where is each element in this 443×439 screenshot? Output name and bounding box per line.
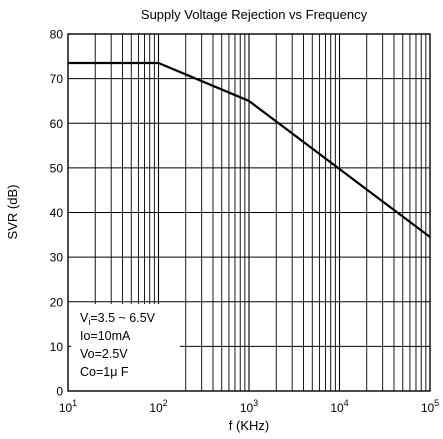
condition-main: Io=10mA — [80, 329, 131, 343]
series-line-0 — [68, 61, 431, 238]
condition-line: Vo=2.5V — [80, 347, 128, 361]
condition-line: Co=1μ F — [80, 365, 129, 379]
x-tick-label: 102 — [149, 398, 167, 415]
x-tick-exponent: 5 — [434, 398, 439, 408]
y-tick-label: 40 — [50, 206, 64, 220]
x-tick-base: 10 — [149, 401, 163, 415]
condition-subscript: i — [88, 317, 90, 327]
y-tick-label: 10 — [50, 340, 64, 354]
x-tick-label: 103 — [240, 398, 258, 415]
plot-frame — [67, 33, 431, 392]
x-tick-exponent: 1 — [72, 398, 77, 408]
condition-main: Vo=2.5V — [80, 347, 128, 361]
x-tick-labels: 101 102 103 104 105 — [59, 398, 439, 415]
condition-rest: =3.5 ~ 6.5V — [90, 311, 155, 325]
x-tick-base: 10 — [59, 401, 73, 415]
conditions-box — [71, 304, 180, 391]
condition-main: Co=1μ F — [80, 365, 129, 379]
y-tick-label: 30 — [50, 251, 64, 265]
y-axis-label: SVR (dB) — [5, 185, 20, 240]
x-tick-base: 10 — [330, 401, 344, 415]
y-tick-label: 70 — [50, 72, 64, 86]
x-tick-label: 101 — [59, 398, 77, 415]
x-axis-label: f (KHz) — [229, 418, 269, 433]
x-tick-base: 10 — [421, 401, 435, 415]
x-tick-exponent: 3 — [253, 398, 258, 408]
x-tick-base: 10 — [240, 401, 254, 415]
condition-main: V — [80, 311, 89, 325]
condition-line: Io=10mA — [80, 329, 131, 343]
x-tick-label: 105 — [421, 398, 439, 415]
y-tick-label: 20 — [50, 295, 64, 309]
y-tick-label: 50 — [50, 161, 64, 175]
y-tick-label: 60 — [50, 117, 64, 131]
y-tick-labels: 0 10 20 30 40 50 60 70 80 — [50, 28, 64, 399]
x-tick-label: 104 — [330, 398, 348, 415]
test-conditions: Vi=3.5 ~ 6.5V Io=10mA Vo=2.5V Co=1μ F — [80, 311, 156, 379]
chart-title: Supply Voltage Rejection vs Frequency — [141, 7, 368, 22]
grid — [68, 34, 430, 391]
x-tick-exponent: 2 — [163, 398, 168, 408]
series-layer — [68, 61, 431, 238]
x-tick-exponent: 4 — [344, 398, 349, 408]
condition-line: Vi=3.5 ~ 6.5V — [80, 311, 156, 327]
y-tick-label: 0 — [56, 385, 63, 399]
y-tick-label: 80 — [50, 28, 64, 42]
